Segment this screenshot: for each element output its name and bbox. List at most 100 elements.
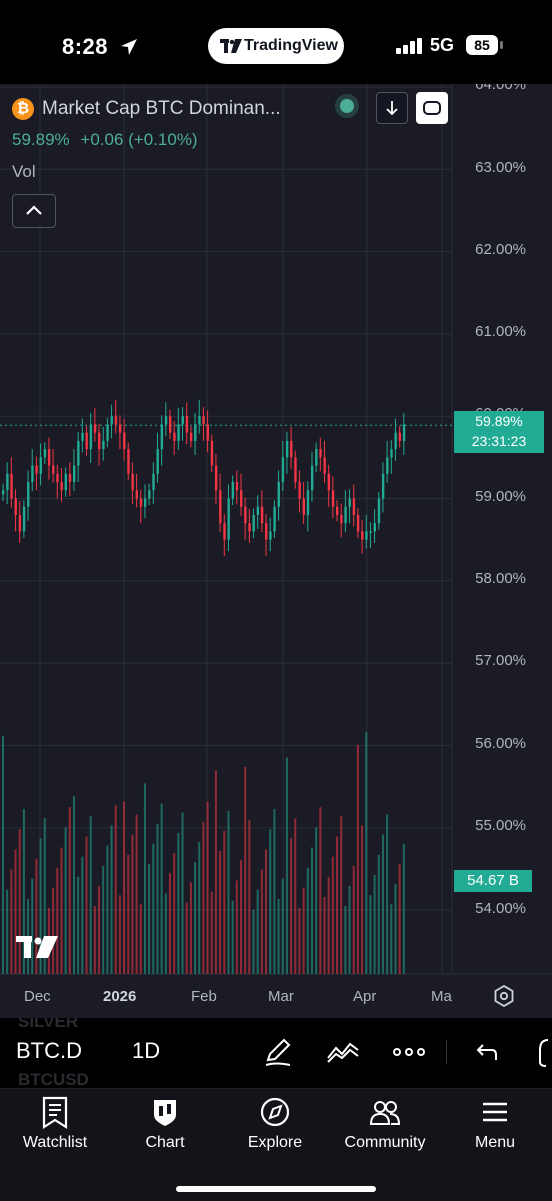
fullscreen-icon [423, 101, 441, 115]
volume-bar [160, 803, 163, 974]
current-price: 59.89% [12, 130, 70, 149]
interval-selector[interactable]: 1D [132, 1038, 161, 1063]
price-chart[interactable] [0, 84, 552, 1018]
tab-menu[interactable]: Menu [440, 1089, 550, 1201]
redo-icon[interactable] [534, 1036, 552, 1068]
candle-body [118, 424, 122, 433]
candle-body [181, 416, 184, 425]
volume-bar [89, 816, 92, 974]
undo-icon[interactable] [472, 1036, 500, 1068]
volume-bar [77, 876, 80, 974]
download-button[interactable] [376, 92, 408, 124]
x-axis-label: Feb [191, 988, 217, 1005]
location-arrow-icon [121, 39, 137, 55]
drawing-pen-icon[interactable] [262, 1036, 294, 1068]
volume-bar [394, 884, 397, 974]
candle-body [102, 440, 105, 450]
volume-bar [177, 832, 180, 974]
candle-body [290, 440, 293, 458]
volume-bar [102, 865, 105, 974]
tab-explore[interactable]: Explore [220, 1089, 330, 1201]
volume-bar [340, 816, 343, 974]
volume-bar [323, 897, 326, 974]
candle-body [323, 457, 326, 474]
candle-body [381, 473, 385, 499]
volume-bar [327, 876, 330, 974]
candle-body [31, 465, 34, 483]
collapse-indicators-button[interactable] [12, 194, 56, 228]
volume-bar [265, 849, 268, 974]
fullscreen-button[interactable] [416, 92, 448, 124]
tradingview-pill[interactable]: TradingView [208, 28, 344, 64]
candle-body [123, 432, 126, 450]
candle-body [98, 432, 101, 450]
symbol-selector[interactable]: BTC.D [16, 1038, 82, 1063]
explore-icon [260, 1097, 290, 1127]
indicators-icon[interactable] [326, 1036, 360, 1068]
candle-body [185, 416, 189, 433]
tradingview-watermark-icon[interactable] [16, 936, 60, 958]
tab-label: Chart [145, 1134, 185, 1151]
candle-body [219, 490, 222, 524]
volume-bar [85, 836, 88, 974]
candle-body [202, 416, 205, 425]
chart-pane[interactable]: ₿ Market Cap BTC Dominan... 59.89% +0.06… [0, 84, 552, 1018]
symbol-title[interactable]: Market Cap BTC Dominan... [42, 98, 281, 119]
volume-bar [227, 810, 230, 974]
volume-bar [18, 829, 21, 974]
volume-bar [331, 856, 334, 974]
network-type: 5G [430, 35, 455, 55]
candle-body [340, 514, 343, 524]
candle-body [169, 416, 172, 433]
candle-body [135, 490, 139, 499]
volume-indicator-label[interactable]: Vol [12, 162, 36, 181]
candle-body [148, 490, 151, 499]
volume-bar [164, 893, 167, 974]
ghost-symbol-above: SILVER [18, 1018, 79, 1031]
candle-body [260, 506, 264, 524]
community-icon [370, 1101, 400, 1125]
volume-bar [269, 829, 272, 974]
volume-bar [298, 908, 301, 974]
volume-bar [72, 796, 75, 974]
candle-body [35, 465, 38, 474]
candle-body [131, 473, 134, 491]
volume-bar [206, 801, 209, 974]
candle-body [398, 432, 402, 441]
last-price-tag: 59.89% 23:31:23 [454, 411, 544, 453]
candle-body [331, 490, 335, 507]
tab-community[interactable]: Community [330, 1089, 440, 1201]
candle-body [319, 449, 322, 458]
candle-body [27, 482, 30, 507]
last-price-value: 59.89% [475, 413, 523, 429]
tab-watchlist[interactable]: Watchlist [0, 1089, 110, 1201]
volume-bar [14, 849, 17, 974]
volume-bar [285, 757, 288, 974]
toolbar-separator [446, 1040, 447, 1064]
candle-body [68, 473, 72, 483]
x-axis-label: Dec [24, 988, 51, 1005]
tradingview-logo-icon [220, 39, 242, 53]
volume-bar [106, 845, 109, 974]
chart-settings-icon[interactable] [492, 984, 516, 1008]
volume-bar [361, 825, 364, 974]
candle-body [210, 440, 214, 466]
volume-bar [319, 807, 322, 974]
candle-body [143, 498, 147, 507]
tab-chart[interactable]: Chart [110, 1089, 220, 1201]
candle-body [72, 465, 76, 483]
candle-body [93, 424, 97, 433]
app-pill-label: TradingView [244, 37, 338, 54]
candle-body [18, 514, 22, 532]
clock: 8:28 [62, 34, 109, 59]
candle-body [85, 432, 88, 450]
x-axis-label: Apr [353, 988, 377, 1005]
market-status-dot[interactable] [340, 99, 354, 113]
more-options-icon[interactable] [392, 1036, 426, 1068]
watchlist-icon [42, 1096, 68, 1129]
volume-bar [139, 904, 142, 974]
arrow-down-icon [386, 101, 398, 116]
tab-label: Menu [474, 1134, 516, 1151]
volume-bar [281, 878, 284, 974]
volume-bar [260, 869, 263, 974]
